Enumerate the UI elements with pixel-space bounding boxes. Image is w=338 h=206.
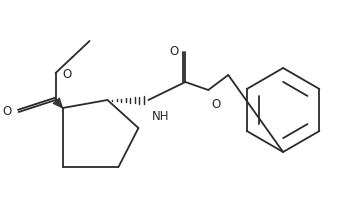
Text: O: O <box>2 104 12 117</box>
Text: O: O <box>169 44 178 57</box>
Text: O: O <box>211 98 220 111</box>
Text: O: O <box>63 69 72 82</box>
Text: NH: NH <box>151 110 169 123</box>
